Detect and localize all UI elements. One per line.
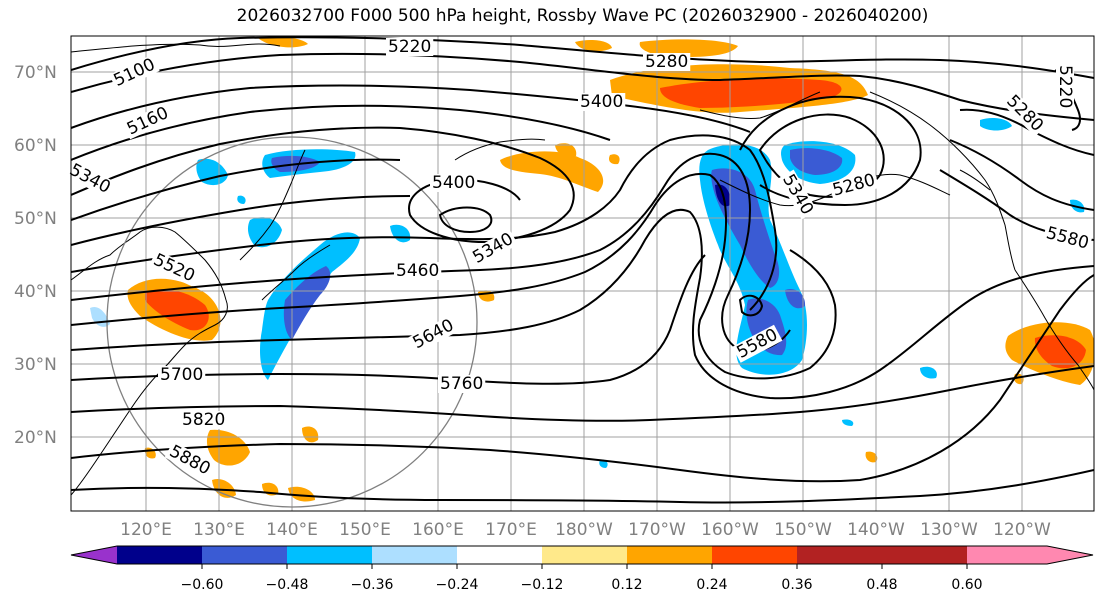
lon-label: 120°E [120, 520, 172, 540]
lat-label: 50°N [14, 209, 57, 229]
contour-label: 5460 [396, 261, 439, 281]
contour-label-bg [158, 366, 206, 384]
contour-label-bg [180, 411, 228, 429]
colorbar-extend-low [71, 546, 117, 564]
lon-label: 140°E [266, 520, 318, 540]
contour-label-bg [1056, 63, 1074, 111]
graticule [71, 36, 1094, 511]
lon-label: 170°W [628, 520, 686, 540]
colorbar-segment [202, 546, 287, 564]
contour-label-bg [164, 441, 215, 480]
longitude-labels: 120°E 130°E 140°E 150°E 160°E 170°E 180°… [120, 520, 1051, 540]
contour-label-bg [778, 169, 818, 220]
colorbar-segment [117, 546, 202, 564]
height-contours [71, 36, 1094, 504]
map-title: 2026032700 F000 500 hPa height, Rossby W… [236, 6, 929, 26]
colorbar-segment [542, 546, 627, 564]
contour-label-bg [1001, 90, 1048, 137]
colorbar-tick-label: −0.36 [351, 577, 394, 593]
colorbar-segment [457, 546, 542, 564]
colorbar-tick-label: 0.24 [696, 577, 727, 593]
lon-label: 170°E [485, 520, 537, 540]
contour-label: 5400 [432, 173, 475, 193]
contour-label-bg [732, 324, 783, 363]
contour-label-bg [386, 38, 434, 56]
contour-labels: 5100 5160 5220 5280 5400 5340 5400 5340 … [64, 37, 1093, 480]
contour-label-bg [643, 53, 691, 71]
colorbar-segment [797, 546, 882, 564]
contour-label: 5400 [580, 92, 623, 112]
lat-label: 40°N [14, 282, 57, 302]
contour-label-bg [408, 315, 459, 354]
lon-label: 180°W [555, 520, 613, 540]
contour-label: 5220 [1055, 65, 1075, 108]
contour-label-bg [122, 103, 174, 140]
colorbar-tick-label: −0.60 [181, 577, 224, 593]
contour-label-bg [828, 170, 880, 201]
contour-label-bg [468, 228, 519, 269]
colorbar-tick-label: −0.48 [266, 577, 309, 593]
contour-label: 5820 [182, 410, 225, 430]
lon-label: 150°W [774, 520, 832, 540]
lon-label: 130°E [193, 520, 245, 540]
colorbar-tick-label: 0.12 [611, 577, 642, 593]
lon-label: 140°W [847, 520, 905, 540]
colorbar-tick-label: 0.48 [866, 577, 897, 593]
lon-label: 120°W [993, 520, 1051, 540]
colorbar-segment [712, 546, 797, 564]
contour-label-bg [148, 250, 200, 287]
colorbar-segment [967, 546, 1047, 564]
contour-label-bg [578, 93, 626, 111]
lon-label: 160°W [701, 520, 759, 540]
map-frame [70, 35, 1095, 512]
lon-label: 150°E [339, 520, 391, 540]
lat-label: 20°N [14, 428, 57, 448]
colorbar-segment [627, 546, 712, 564]
colorbar-tick-label: 0.60 [951, 577, 982, 593]
contour-label: 5220 [388, 37, 431, 57]
lon-label: 130°W [920, 520, 978, 540]
lat-label: 60°N [14, 136, 57, 156]
contour-label: 5700 [160, 365, 203, 385]
latitude-labels: 70°N 60°N 50°N 40°N 30°N 20°N [14, 63, 57, 448]
contour-label-bg [109, 54, 160, 91]
colorbar-segment [372, 546, 457, 564]
colorbar-segment [287, 546, 372, 564]
contour-label-bg [1042, 223, 1093, 254]
colorbar-tick-label: 0.36 [781, 577, 812, 593]
contour-label-bg [394, 262, 442, 280]
contour-label-bg [438, 375, 486, 393]
colorbar-tick-label: −0.12 [521, 577, 564, 593]
contour-label: 5280 [645, 52, 688, 72]
colorbar-tick-label: −0.24 [436, 577, 479, 593]
lat-label: 30°N [14, 355, 57, 375]
contour-label-bg [64, 159, 116, 198]
contour-label: 5760 [440, 374, 483, 394]
colorbar: −0.60 −0.48 −0.36 −0.24 −0.12 0.12 0.24 … [70, 545, 1094, 593]
lon-label: 160°E [412, 520, 464, 540]
lat-label: 70°N [14, 63, 57, 83]
colorbar-extend-high [1047, 546, 1093, 564]
colorbar-segment [882, 546, 967, 564]
contour-label-bg [430, 174, 478, 192]
